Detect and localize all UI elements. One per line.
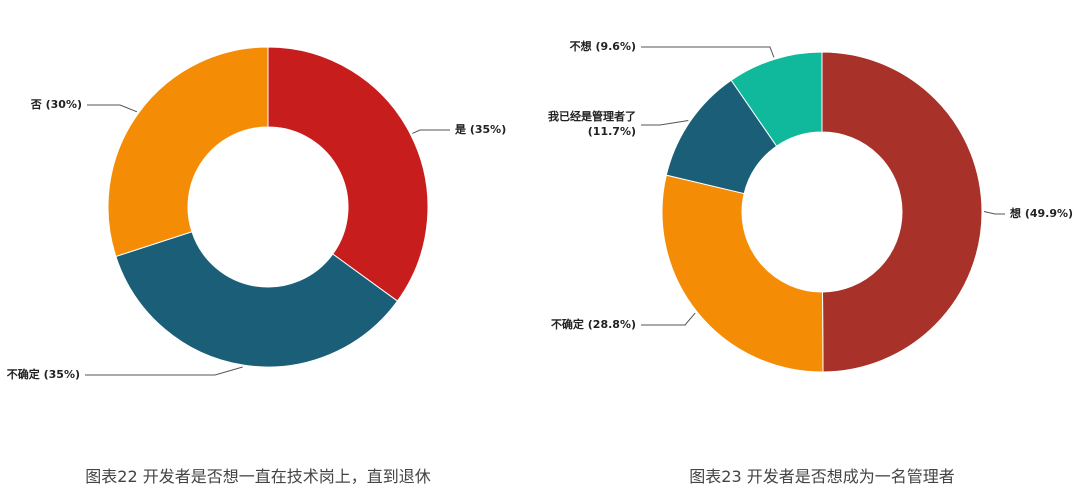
slice [107,46,269,258]
slice-label: 不想 (9.6%) [570,39,636,53]
leader-line [641,120,689,126]
slice-label: 是 (35%) [454,123,506,136]
chart-caption: 图表22 开发者是否想一直在技术岗上，直到退休 [85,467,430,486]
slice-label: 想 (49.9%) [1009,206,1073,220]
slice [730,51,823,147]
category-label: 不想 [570,39,592,53]
slice-label: 不确定 (28.8%) [551,317,636,331]
value-label: (35%) [44,368,80,381]
leader-line [87,104,138,113]
value-label: (11.7%) [588,125,636,138]
category-label: 是 [454,123,467,136]
value-label: (28.8%) [588,318,636,331]
slice [661,174,824,373]
leader-line [85,366,243,376]
category-label: 不确定 [7,367,40,381]
slice-label: 我已经是管理者了 (11.7%) [548,109,636,138]
category-label: 不确定 [551,317,584,331]
category-label: 想 [1009,206,1021,220]
value-label: (35%) [470,123,506,136]
value-label: (9.6%) [595,40,636,53]
leader-line [641,46,775,58]
slice [115,231,399,368]
category-label: 否 [30,98,42,111]
chart-caption: 图表23 开发者是否想成为一名管理者 [689,467,954,486]
value-label: (49.9%) [1025,207,1073,220]
category-label: 我已经是管理者了 [548,109,636,123]
leader-line [412,129,450,134]
slice [267,46,429,302]
slice-label: 否 (30%) [30,98,82,111]
slice-label: 不确定 (35%) [7,367,80,381]
slice [821,51,983,373]
value-label: (30%) [46,98,82,111]
leader-line [641,312,696,326]
leader-line [983,211,1005,215]
